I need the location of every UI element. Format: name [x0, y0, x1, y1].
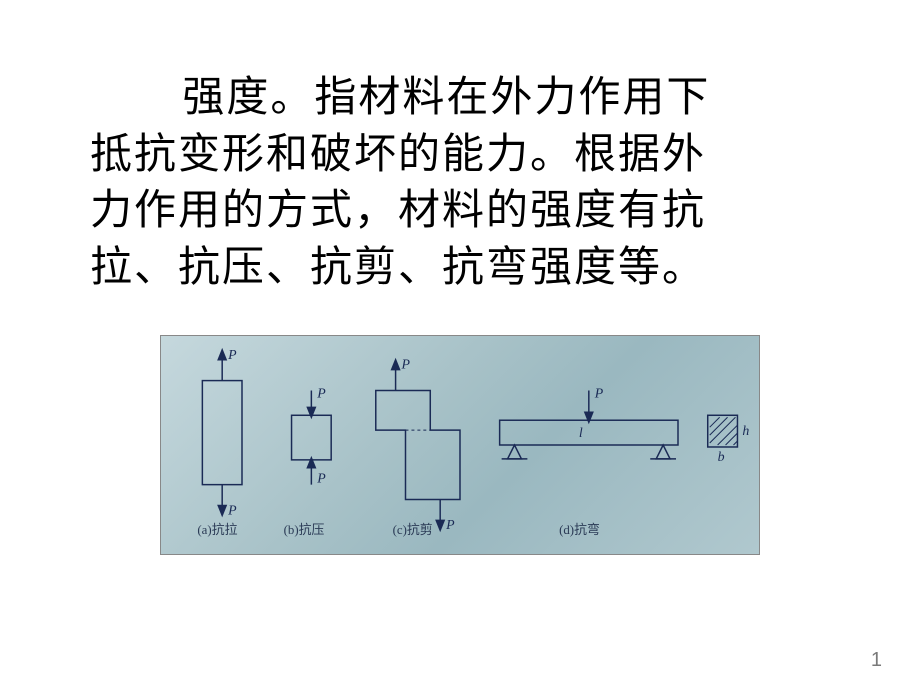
var-p-d: P: [594, 386, 604, 401]
strength-diagram: P P (a)抗拉 P P (b)抗压 P P (c)抗剪: [160, 335, 760, 555]
var-p-b-bot: P: [316, 472, 326, 487]
diagram-c-shear: P P (c)抗剪: [376, 358, 460, 537]
text-line-2: 抵抗变形和破坏的能力。根据外: [90, 127, 840, 184]
page-number: 1: [871, 649, 882, 672]
var-p-b-top: P: [316, 386, 326, 401]
diagram-a-tension: P P (a)抗拉: [197, 348, 242, 537]
var-p-a-bot: P: [227, 503, 237, 518]
diagram-svg: P P (a)抗拉 P P (b)抗压 P P (c)抗剪: [161, 336, 759, 554]
var-p-c-top: P: [401, 358, 411, 373]
text-line-4: 拉、抗压、抗剪、抗弯强度等。: [90, 240, 840, 297]
text-line-3: 力作用的方式，材料的强度有抗: [90, 183, 840, 240]
caption-d: (d)抗弯: [559, 522, 600, 537]
main-text: 强度。指材料在外力作用下 抵抗变形和破坏的能力。根据外 力作用的方式，材料的强度…: [90, 70, 840, 297]
var-p-a-top: P: [227, 348, 237, 363]
text-line-1: 强度。指材料在外力作用下: [90, 70, 840, 127]
var-p-c-bot: P: [445, 518, 455, 533]
diagram-b-compression: P P (b)抗压: [284, 386, 332, 537]
caption-a: (a)抗拉: [197, 523, 237, 537]
diagram-d-bending: P l h b (d)抗弯: [500, 386, 750, 537]
var-l-d: l: [579, 426, 583, 441]
var-b-d: b: [718, 450, 725, 465]
caption-b: (b)抗压: [284, 523, 325, 537]
caption-c: (c)抗剪: [393, 522, 433, 537]
var-h-d: h: [742, 424, 749, 439]
